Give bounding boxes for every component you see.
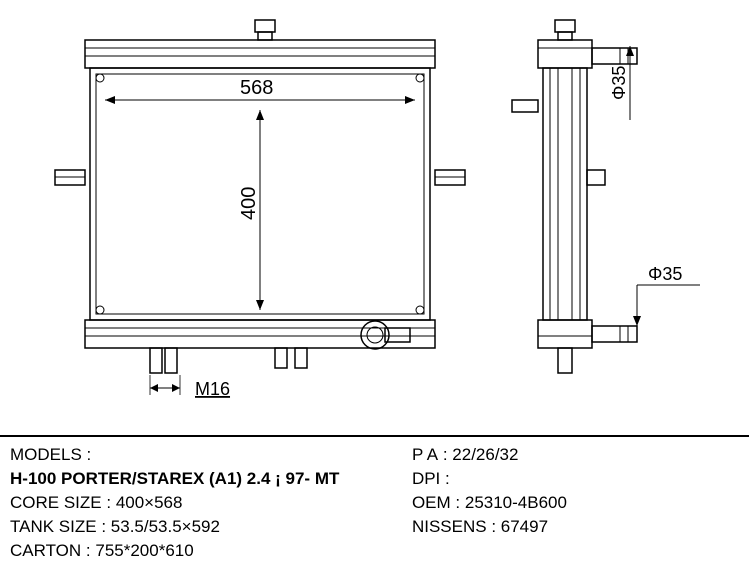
- spec-value: 53.5/53.5×592: [111, 515, 220, 539]
- spec-label: OEM: [412, 491, 451, 515]
- spec-column-left: MODELS : H-100 PORTER/STAREX (A1) 2.4 ¡ …: [0, 443, 412, 563]
- technical-drawing: 568 400 M16: [0, 0, 749, 420]
- spec-value: 400×568: [116, 491, 183, 515]
- spec-row-dpi: DPI :: [412, 467, 749, 491]
- spec-label: CARTON: [10, 539, 81, 563]
- spec-value: 22/26/32: [452, 443, 518, 467]
- side-view: Φ35 Φ35: [512, 20, 700, 373]
- width-dimension: 568: [240, 77, 273, 99]
- spec-row-oem: OEM : 25310-4B600: [412, 491, 749, 515]
- spec-row-carton: CARTON : 755*200*610: [10, 539, 412, 563]
- spec-label: NISSENS: [412, 515, 487, 539]
- spec-value: 25310-4B600: [465, 491, 567, 515]
- spec-value: 755*200*610: [95, 539, 193, 563]
- front-view: 568 400 M16: [55, 20, 465, 399]
- drawing-svg: 568 400 M16: [0, 0, 749, 420]
- spec-row-core-size: CORE SIZE : 400×568: [10, 491, 412, 515]
- spec-row-nissens: NISSENS : 67497: [412, 515, 749, 539]
- height-dimension: 400: [238, 187, 260, 220]
- spec-label: P A: [412, 443, 438, 467]
- diameter-bottom: Φ35: [648, 264, 682, 284]
- spec-column-right: P A : 22/26/32 DPI : OEM : 25310-4B600 N…: [412, 443, 749, 563]
- spec-label: MODELS: [10, 443, 82, 467]
- thread-dimension: M16: [195, 379, 230, 399]
- spec-label: TANK SIZE: [10, 515, 97, 539]
- spec-row-models: MODELS : H-100 PORTER/STAREX (A1) 2.4 ¡ …: [10, 443, 412, 491]
- spec-value: H-100 PORTER/STAREX (A1) 2.4 ¡ 97- MT: [10, 467, 339, 491]
- spec-label: CORE SIZE: [10, 491, 102, 515]
- spec-row-pa: P A : 22/26/32: [412, 443, 749, 467]
- spec-label: DPI: [412, 467, 440, 491]
- spec-row-tank-size: TANK SIZE : 53.5/53.5×592: [10, 515, 412, 539]
- specification-table: MODELS : H-100 PORTER/STAREX (A1) 2.4 ¡ …: [0, 435, 749, 563]
- spec-value: 67497: [501, 515, 548, 539]
- diameter-top: Φ35: [609, 66, 629, 100]
